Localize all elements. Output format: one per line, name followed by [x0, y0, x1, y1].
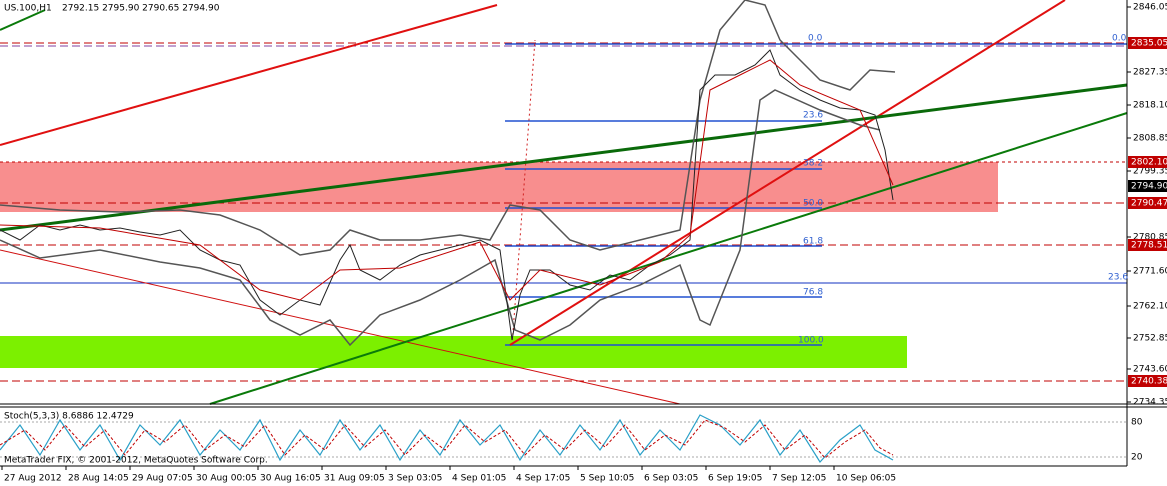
price-tag: 2790.47 — [1131, 199, 1167, 209]
price-label: 2743.60 — [1133, 365, 1167, 375]
time-axis: 27 Aug 2012 28 Aug 14:05 29 Aug 07:05 30 Au… — [1, 466, 896, 484]
time-label: 28 Aug 14:05 — [68, 474, 129, 484]
trend-line — [0, 83, 1128, 232]
price-tag: 2794.90 — [1131, 182, 1167, 192]
trend-line — [209, 112, 1128, 405]
levels — [0, 42, 1127, 382]
time-label: 27 Aug 2012 — [4, 474, 62, 484]
trend-line — [0, 249, 681, 405]
fibo-lines — [505, 43, 1127, 346]
price-label: 2752.85 — [1133, 334, 1167, 344]
fib-label: 23.6 — [803, 111, 823, 121]
fib-label: 50.0 — [803, 199, 823, 209]
price-tag-box — [1128, 197, 1167, 209]
symbol: US.100,H1 — [4, 4, 52, 14]
stoch-level-label: 20 — [1131, 453, 1143, 463]
time-label: 31 Aug 09:05 — [324, 474, 385, 484]
trend-line — [0, 9, 46, 31]
copyright: MetaTrader FIX, © 2001-2012, MetaQuotes … — [4, 456, 268, 466]
ohlc: 2792.15 2795.90 2790.65 2794.90 — [62, 4, 220, 14]
price-label: 2799.35 — [1133, 167, 1167, 177]
price-tag: 2835.05 — [1131, 39, 1167, 49]
time-label: 6 Sep 19:05 — [708, 474, 762, 484]
time-label: 3 Sep 03:05 — [388, 474, 442, 484]
price-label: 2780.85 — [1133, 233, 1167, 243]
price-label: 2827.35 — [1133, 68, 1167, 78]
price-tag-box — [1128, 375, 1167, 387]
price-label: 2846.05 — [1133, 3, 1167, 13]
price — [0, 49, 894, 341]
support-zone — [0, 336, 907, 368]
price-tag-box — [1128, 37, 1167, 49]
price-label: 2808.85 — [1133, 134, 1167, 144]
price-label: 2734.35 — [1133, 398, 1167, 408]
fib-label: 23.6 — [1108, 273, 1128, 283]
time-label: 6 Sep 03:05 — [644, 474, 698, 484]
moving-average — [0, 59, 894, 301]
stoch-main — [0, 414, 894, 463]
time-label: 30 Aug 16:05 — [260, 474, 321, 484]
stoch-level-label: 80 — [1131, 418, 1143, 428]
time-label: 4 Sep 17:05 — [516, 474, 570, 484]
price-tag: 2740.38 — [1131, 377, 1167, 387]
band-lower — [0, 89, 881, 347]
time-label: 30 Aug 00:05 — [196, 474, 257, 484]
time-label: 10 Sep 06:05 — [836, 474, 896, 484]
band-upper — [0, 0, 896, 256]
stoch-signal — [0, 419, 894, 459]
stoch-label: Stoch(5,3,3) 8.6886 12.4729 — [4, 412, 134, 422]
fib-label: 100.0 — [798, 336, 824, 346]
fib-label: 61.8 — [803, 237, 823, 247]
fib-label: 0.0 — [1112, 34, 1127, 44]
time-label: 29 Aug 07:05 — [132, 474, 193, 484]
fib-label: 76.8 — [803, 288, 823, 298]
price-tag-box — [1128, 180, 1167, 192]
time-label: 4 Sep 01:05 — [452, 474, 506, 484]
time-label: 5 Sep 10:05 — [580, 474, 634, 484]
fib-label: 0.0 — [808, 34, 823, 44]
time-label: 7 Sep 12:05 — [772, 474, 826, 484]
price-label: 2771.60 — [1133, 267, 1167, 277]
fib-label: 38.2 — [803, 159, 823, 169]
price-tag: 2778.51 — [1131, 241, 1167, 251]
price-axis: 2846.05 2827.35 2818.10 2808.85 2799.35 2780.… — [1127, 3, 1167, 408]
trend-line — [0, 4, 498, 146]
price-label: 2762.10 — [1133, 302, 1167, 312]
price-tag-box — [1128, 156, 1167, 168]
price-tag-box — [1128, 239, 1167, 251]
trend-line — [509, 0, 1066, 346]
price-label: 2818.10 — [1133, 101, 1167, 111]
price-tags: 2835.05 2802.10 2794.90 2790.47 2778.51 2740.… — [1128, 37, 1167, 387]
price-tag: 2802.10 — [1131, 158, 1167, 168]
resistance-zone — [0, 162, 998, 212]
